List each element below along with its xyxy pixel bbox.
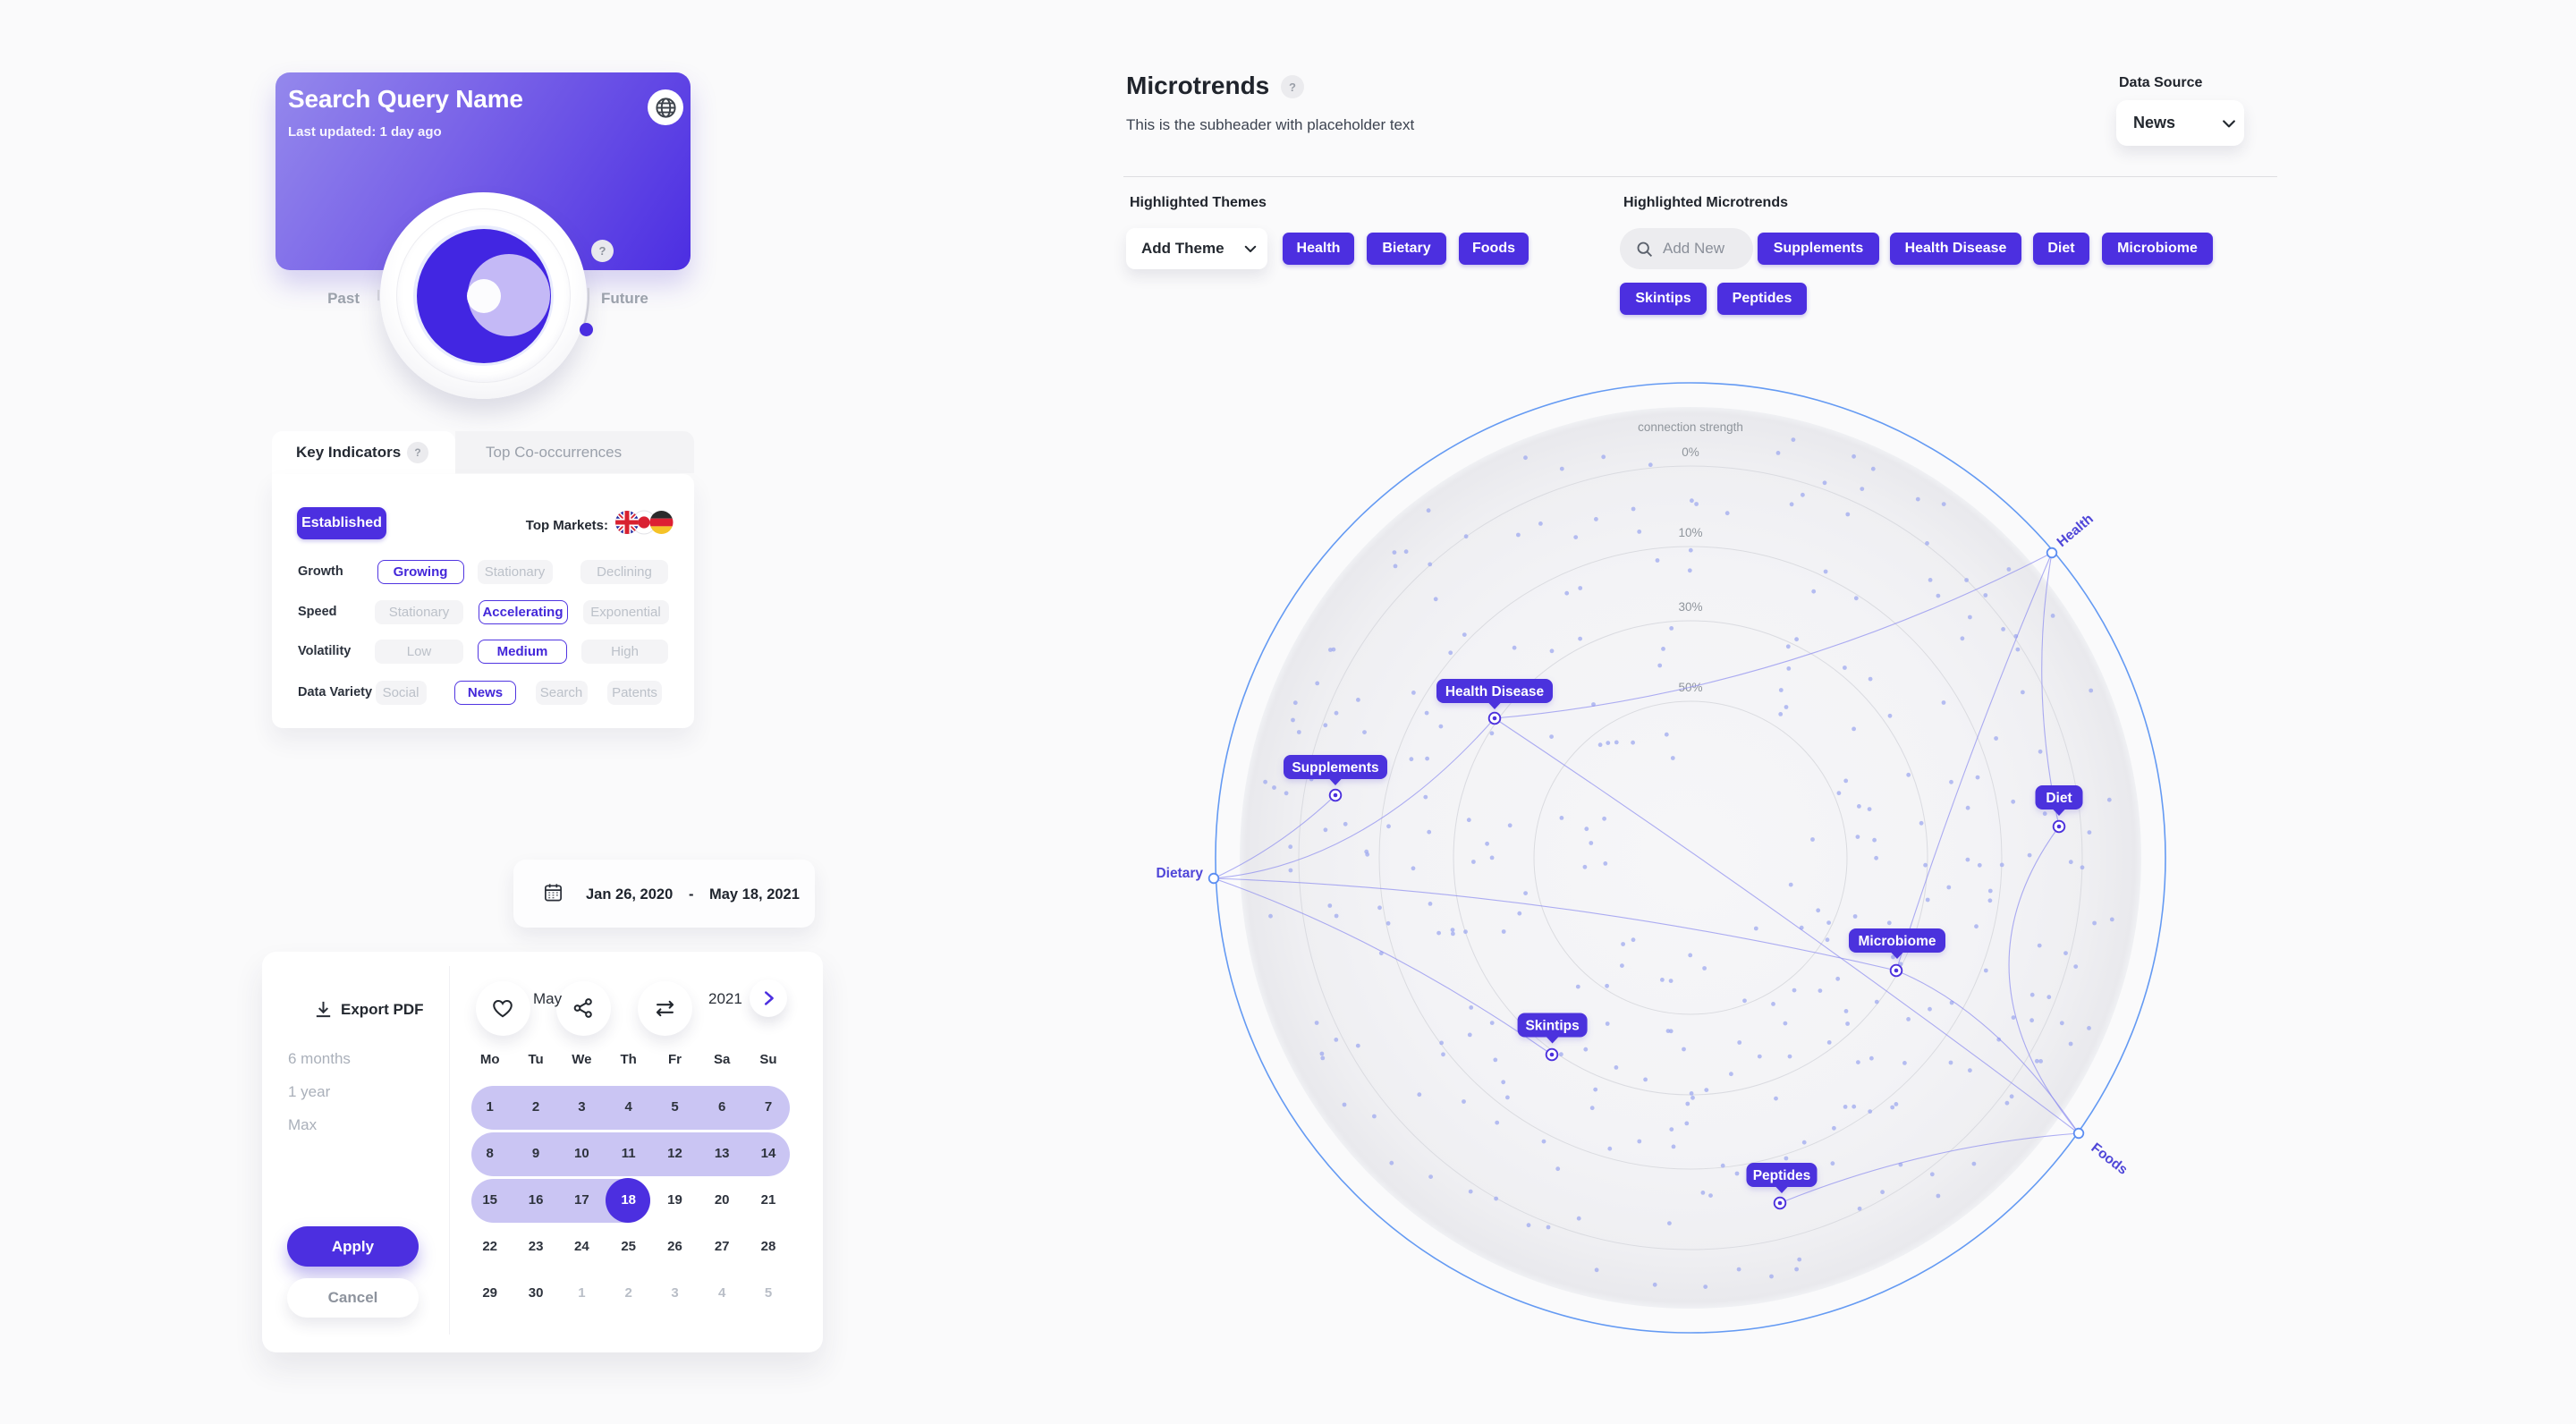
svg-text:Microbiome: Microbiome [1859,934,1936,949]
svg-text:30%: 30% [1678,600,1702,614]
svg-text:Health Disease: Health Disease [1445,684,1545,699]
svg-text:Foods: Foods [2089,1140,2131,1178]
svg-text:10%: 10% [1678,526,1702,539]
svg-text:0%: 0% [1682,445,1699,459]
svg-text:Skintips: Skintips [1525,1019,1579,1034]
svg-text:Peptides: Peptides [1753,1168,1811,1183]
svg-text:Supplements: Supplements [1292,760,1378,776]
svg-text:connection strength: connection strength [1638,420,1743,434]
svg-text:Diet: Diet [2046,791,2072,806]
svg-text:Health: Health [2055,512,2097,550]
svg-text:Dietary: Dietary [1156,866,1203,881]
